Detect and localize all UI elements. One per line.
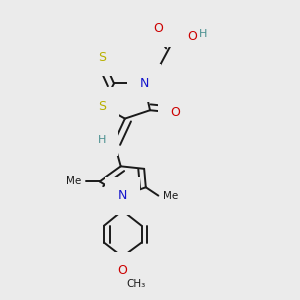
- Text: CH₃: CH₃: [127, 279, 146, 290]
- Text: O: O: [170, 106, 180, 119]
- Text: O: O: [187, 30, 197, 43]
- Text: O: O: [153, 22, 163, 35]
- Text: H: H: [199, 29, 207, 39]
- Text: S: S: [98, 100, 106, 112]
- Text: N: N: [140, 77, 149, 90]
- Text: N: N: [118, 189, 127, 202]
- Text: H: H: [98, 134, 106, 145]
- Text: Me: Me: [163, 190, 178, 201]
- Text: Me: Me: [66, 176, 81, 186]
- Text: O: O: [117, 265, 127, 278]
- Text: S: S: [98, 51, 106, 64]
